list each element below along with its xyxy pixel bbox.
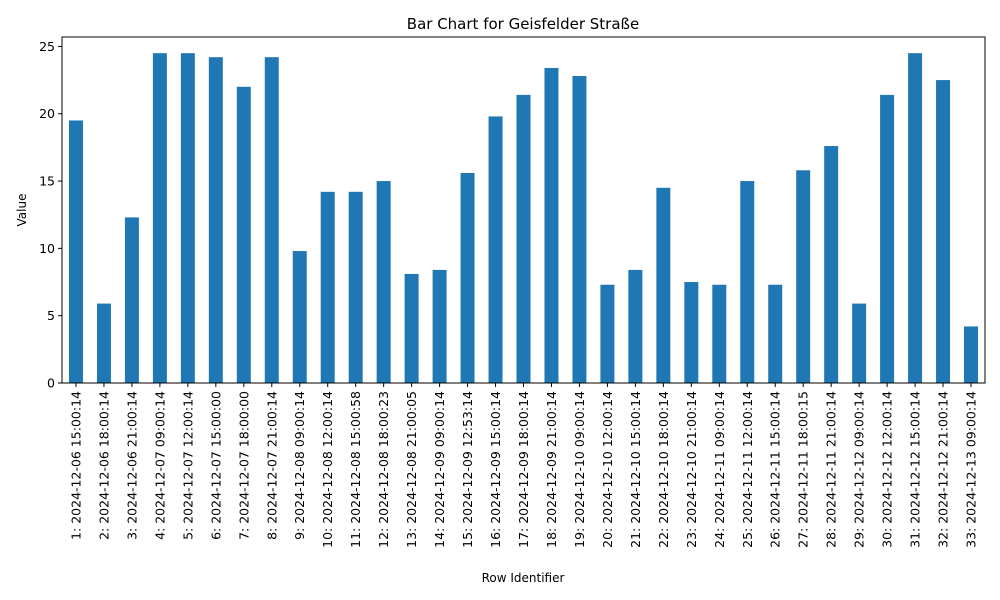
x-tick-label: 17: 2024-12-09 18:00:14 (516, 391, 531, 548)
x-tick-label: 23: 2024-12-10 21:00:14 (684, 391, 699, 548)
x-tick-label: 5: 2024-12-07 12:00:14 (180, 391, 195, 540)
y-tick-label: 15 (39, 174, 55, 189)
bars-group (68, 53, 978, 384)
plot-frame (61, 36, 986, 384)
x-tick-label: 9: 2024-12-08 09:00:14 (292, 391, 307, 540)
bar-18 (544, 67, 559, 384)
y-tick-label: 25 (39, 39, 55, 54)
y-tick-label: 20 (39, 106, 55, 121)
bar-16 (488, 116, 503, 384)
x-tick-label: 24: 2024-12-11 09:00:14 (712, 391, 727, 548)
bar-12 (376, 181, 391, 383)
x-tick-label: 13: 2024-12-08 21:00:05 (404, 391, 419, 548)
bar-15 (460, 172, 475, 383)
bar-5 (180, 53, 195, 383)
chart-title: Bar Chart for Geisfelder Straße (407, 15, 639, 33)
x-axis-ticks: 1: 2024-12-06 15:00:14 2: 2024-12-06 18:0… (68, 383, 979, 548)
bar-14 (432, 269, 447, 383)
x-tick-label: 26: 2024-12-11 15:00:14 (768, 391, 783, 548)
x-tick-label: 19: 2024-12-10 09:00:14 (572, 391, 587, 548)
bar-26 (768, 284, 783, 383)
bar-13 (404, 273, 419, 383)
bar-24 (712, 284, 727, 383)
x-tick-label: 29: 2024-12-12 09:00:14 (852, 391, 867, 548)
bar-1 (68, 120, 83, 383)
x-tick-label: 12: 2024-12-08 18:00:23 (376, 391, 391, 548)
bar-2 (96, 303, 111, 383)
y-axis-label: Value (15, 194, 29, 227)
bar-9 (292, 251, 307, 383)
x-tick-label: 10: 2024-12-08 12:00:14 (320, 391, 335, 548)
x-tick-label: 30: 2024-12-12 12:00:14 (880, 391, 895, 548)
x-tick-label: 6: 2024-12-07 15:00:00 (208, 391, 223, 540)
bar-25 (740, 181, 755, 383)
x-tick-label: 14: 2024-12-09 09:00:14 (432, 391, 447, 548)
bar-6 (208, 57, 223, 383)
bar-29 (852, 303, 867, 383)
x-tick-label: 25: 2024-12-11 12:00:14 (740, 391, 755, 548)
x-tick-label: 11: 2024-12-08 15:00:58 (348, 391, 363, 548)
x-tick-label: 7: 2024-12-07 18:00:00 (236, 391, 251, 540)
bar-20 (600, 284, 615, 383)
y-axis-ticks: 0 5 10 15 20 25 (39, 39, 62, 391)
bar-19 (572, 76, 587, 383)
bar-32 (936, 80, 951, 383)
x-tick-label: 20: 2024-12-10 12:00:14 (600, 391, 615, 548)
bar-28 (824, 146, 839, 383)
bar-33 (964, 326, 978, 383)
bar-31 (908, 53, 923, 383)
bar-7 (236, 86, 251, 383)
bar-10 (320, 191, 335, 383)
x-tick-label: 3: 2024-12-06 21:00:14 (124, 391, 139, 540)
bar-27 (796, 170, 811, 383)
bar-4 (152, 53, 167, 383)
x-tick-label: 31: 2024-12-12 15:00:14 (908, 391, 923, 548)
bar-11 (348, 191, 363, 383)
x-tick-label: 32: 2024-12-12 21:00:14 (936, 391, 951, 548)
y-tick-label: 10 (39, 241, 55, 256)
x-tick-label: 21: 2024-12-10 15:00:14 (628, 391, 643, 548)
x-axis-label: Row Identifier (482, 571, 565, 585)
bar-23 (684, 282, 699, 383)
x-tick-label: 33: 2024-12-13 09:00:14 (964, 391, 979, 548)
x-tick-label: 1: 2024-12-06 15:00:14 (68, 391, 83, 540)
y-tick-label: 5 (47, 308, 55, 323)
bar-22 (656, 187, 671, 383)
x-tick-label: 15: 2024-12-09 12:53:14 (460, 391, 475, 548)
x-tick-label: 27: 2024-12-11 18:00:15 (796, 391, 811, 548)
x-tick-label: 22: 2024-12-10 18:00:14 (656, 391, 671, 548)
x-tick-label: 18: 2024-12-09 21:00:14 (544, 391, 559, 548)
x-tick-label: 8: 2024-12-07 21:00:14 (264, 391, 279, 540)
bar-17 (516, 94, 531, 383)
bar-30 (880, 94, 895, 383)
bar-3 (124, 217, 139, 383)
bar-8 (264, 57, 279, 383)
x-tick-label: 28: 2024-12-11 21:00:14 (824, 391, 839, 548)
x-tick-label: 2: 2024-12-06 18:00:14 (96, 391, 111, 540)
x-tick-label: 4: 2024-12-07 09:00:14 (152, 391, 167, 540)
y-tick-label: 0 (47, 376, 55, 391)
x-tick-label: 16: 2024-12-09 15:00:14 (488, 391, 503, 548)
bar-21 (628, 269, 643, 383)
